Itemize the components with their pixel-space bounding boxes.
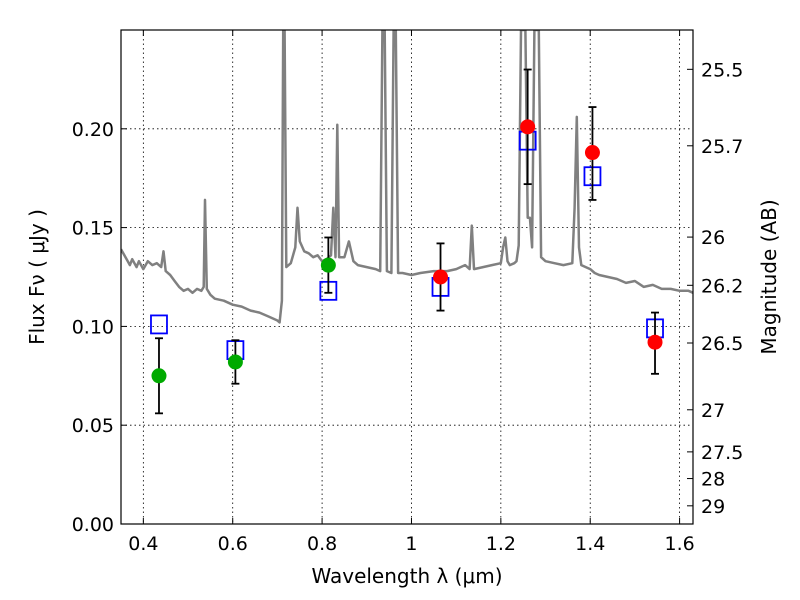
x-tick-label: 0.4	[128, 533, 158, 555]
x-tick-label: 1.2	[486, 533, 516, 555]
x-tick-label: 1.4	[575, 533, 605, 555]
x-axis-title: Wavelength λ (μm)	[311, 564, 502, 588]
y-tick-label: 0.20	[72, 119, 114, 141]
right-tick-label: 25.7	[701, 136, 743, 158]
right-tick-label: 26.5	[701, 333, 743, 355]
right-tick-label: 26	[701, 227, 725, 249]
x-tick-label: 1.6	[664, 533, 694, 555]
spectrum-line	[121, 30, 693, 324]
spectrum-layer	[121, 30, 693, 324]
right-tick-label: 27.5	[701, 442, 743, 464]
data-point-marker	[584, 145, 600, 161]
x-tick-label: 1	[405, 533, 417, 555]
grid-lines	[121, 30, 693, 524]
right-tick-label: 28	[701, 469, 725, 491]
data-point-marker	[227, 354, 243, 370]
y-tick-label: 0.00	[72, 514, 114, 536]
right-tick-label: 29	[701, 496, 725, 518]
x-tick-label: 0.8	[307, 533, 337, 555]
model-square-marker	[150, 314, 168, 335]
right-tick-label: 27	[701, 400, 725, 422]
y-axis-title: Flux Fν ( μJy )	[25, 209, 49, 345]
data-point-marker	[433, 269, 449, 285]
y-tick-label: 0.10	[72, 316, 114, 338]
data-point-marker	[320, 257, 336, 273]
data-point-marker	[520, 119, 536, 135]
plot-frame	[120, 29, 694, 525]
right-tick-label: 26.2	[701, 275, 743, 297]
right-tick-label: 25.5	[701, 59, 743, 81]
axis-layer: 0.4 0.6 0.8 1 1.2 1.4 1.6 0.00 0.05 0.10 0.15 0.20 2…	[72, 30, 743, 555]
data-point-marker	[151, 368, 167, 384]
y-tick-label: 0.05	[72, 415, 114, 437]
x-tick-label: 0.6	[218, 533, 248, 555]
y-tick-label: 0.15	[72, 218, 114, 240]
right-y-axis-title: Magnitude (AB)	[757, 199, 781, 354]
data-point-marker	[647, 334, 663, 350]
marker-layer	[150, 68, 664, 415]
